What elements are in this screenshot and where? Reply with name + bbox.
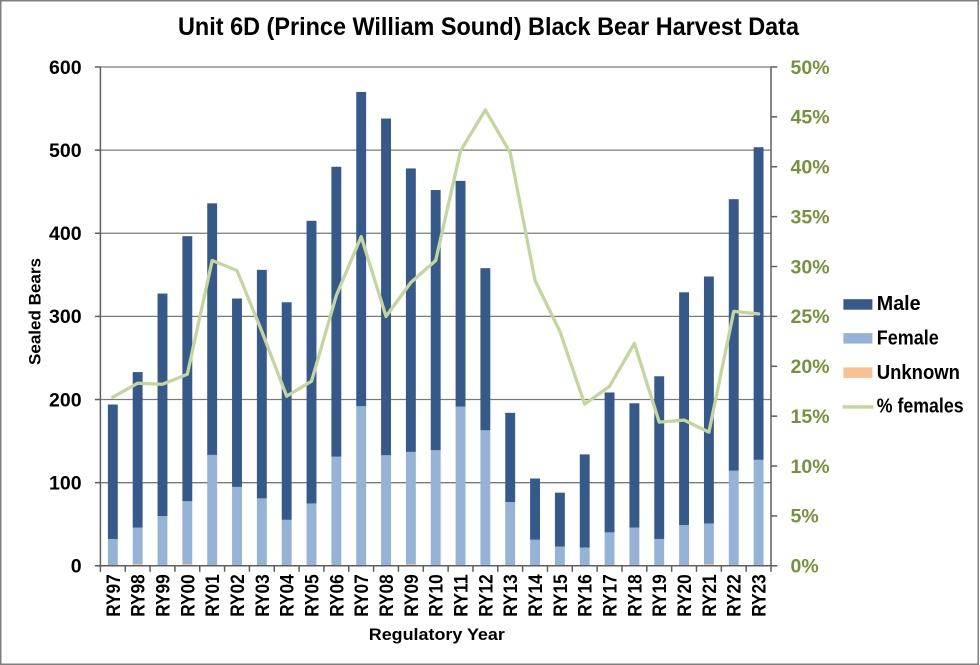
- svg-text:% females: % females: [877, 396, 964, 418]
- svg-text:300: 300: [49, 306, 82, 328]
- svg-text:RY18: RY18: [624, 574, 646, 617]
- svg-text:Female: Female: [877, 328, 939, 350]
- svg-text:20%: 20%: [791, 356, 830, 378]
- svg-text:50%: 50%: [791, 57, 830, 79]
- svg-text:25%: 25%: [791, 306, 830, 328]
- svg-text:15%: 15%: [791, 406, 830, 428]
- svg-text:RY02: RY02: [227, 574, 249, 617]
- svg-text:RY21: RY21: [699, 574, 721, 617]
- svg-text:RY00: RY00: [177, 574, 199, 617]
- svg-text:RY16: RY16: [575, 574, 597, 617]
- svg-text:RY03: RY03: [252, 574, 274, 617]
- svg-text:500: 500: [49, 140, 82, 162]
- svg-text:Male: Male: [877, 293, 921, 315]
- svg-text:30%: 30%: [791, 256, 830, 278]
- svg-text:5%: 5%: [791, 506, 819, 528]
- svg-text:RY23: RY23: [749, 574, 771, 617]
- svg-text:10%: 10%: [791, 456, 830, 478]
- svg-text:RY20: RY20: [674, 574, 696, 617]
- svg-text:RY07: RY07: [351, 574, 373, 617]
- svg-text:35%: 35%: [791, 206, 830, 228]
- svg-text:Sealed Bears: Sealed Bears: [25, 258, 44, 365]
- svg-text:600: 600: [49, 57, 82, 79]
- svg-text:Unknown: Unknown: [877, 362, 960, 384]
- svg-text:RY06: RY06: [326, 574, 348, 617]
- svg-text:RY11: RY11: [451, 574, 473, 617]
- svg-text:Regulatory Year: Regulatory Year: [369, 625, 505, 644]
- svg-text:RY14: RY14: [525, 574, 547, 617]
- svg-text:RY19: RY19: [649, 574, 671, 617]
- svg-text:RY08: RY08: [376, 574, 398, 617]
- svg-text:RY05: RY05: [302, 574, 324, 617]
- svg-text:RY17: RY17: [600, 574, 622, 617]
- svg-text:0: 0: [71, 556, 82, 578]
- svg-text:RY04: RY04: [277, 574, 299, 617]
- svg-text:RY15: RY15: [550, 574, 572, 617]
- svg-text:RY98: RY98: [128, 574, 150, 617]
- svg-text:45%: 45%: [791, 107, 830, 129]
- svg-text:200: 200: [49, 389, 82, 411]
- svg-text:RY09: RY09: [401, 574, 423, 617]
- svg-text:RY10: RY10: [426, 574, 448, 617]
- svg-text:RY12: RY12: [475, 574, 497, 617]
- svg-text:40%: 40%: [791, 157, 830, 179]
- svg-text:RY13: RY13: [500, 574, 522, 617]
- svg-text:400: 400: [49, 223, 82, 245]
- svg-text:Unit 6D (Prince William Sound): Unit 6D (Prince William Sound) Black Bea…: [178, 13, 800, 41]
- svg-text:RY22: RY22: [724, 574, 746, 617]
- svg-text:RY01: RY01: [202, 574, 224, 617]
- svg-text:RY97: RY97: [103, 574, 125, 617]
- svg-text:100: 100: [49, 472, 82, 494]
- svg-text:RY99: RY99: [152, 574, 174, 617]
- svg-text:0%: 0%: [791, 556, 819, 578]
